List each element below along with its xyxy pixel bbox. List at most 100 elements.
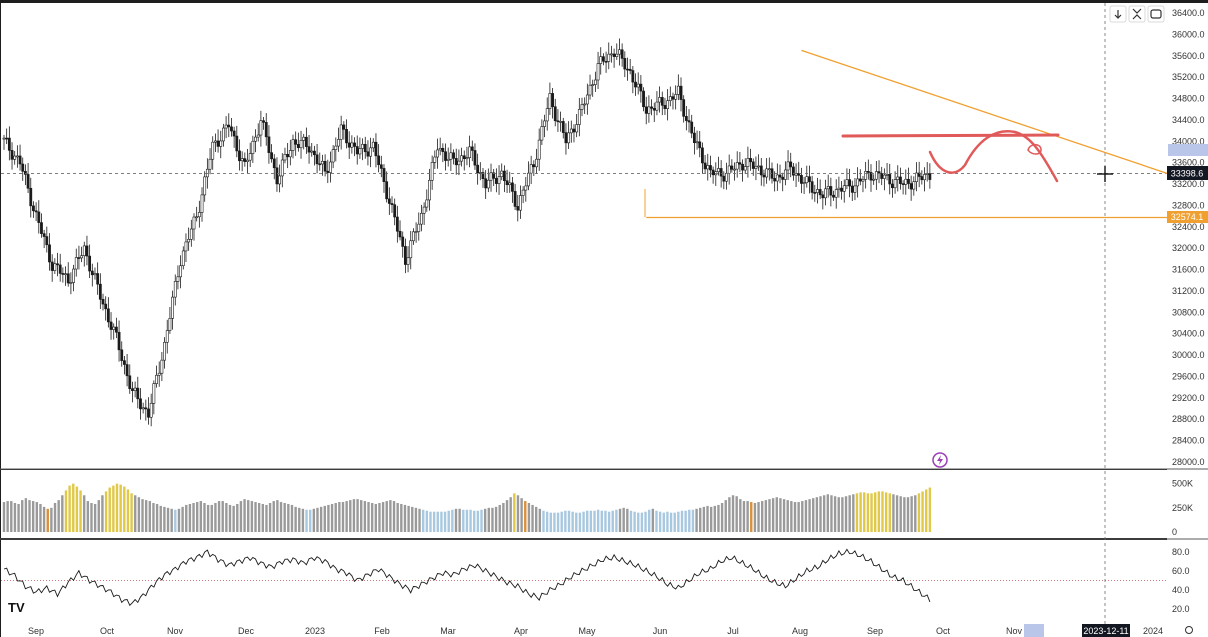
collapse-icon[interactable] xyxy=(1128,5,1146,23)
volume-bar xyxy=(735,496,738,532)
candle-body xyxy=(810,181,814,193)
candle-body xyxy=(58,264,62,274)
candle-body xyxy=(331,149,335,163)
candle-body xyxy=(703,162,707,170)
volume-bar xyxy=(720,503,724,532)
candle-body xyxy=(131,388,134,391)
time-axis[interactable] xyxy=(1,624,1208,637)
candle-body xyxy=(149,402,153,418)
candle-body xyxy=(882,174,886,179)
candle-body xyxy=(660,97,664,106)
candle-body xyxy=(602,56,605,62)
candle-body xyxy=(655,101,659,111)
price-tick-label: 31600.0 xyxy=(1172,265,1205,275)
price-tick-label: 34000.0 xyxy=(1172,136,1205,146)
refresh-icon[interactable] xyxy=(1147,5,1165,23)
candle-body xyxy=(441,147,445,153)
candle-body xyxy=(371,141,375,149)
candle-body xyxy=(13,155,17,160)
volume-bar xyxy=(925,489,928,532)
candle-body xyxy=(433,156,437,163)
candle-body xyxy=(409,240,413,259)
volume-bar xyxy=(411,506,414,532)
candle-body xyxy=(791,166,795,176)
candle-body xyxy=(711,169,715,176)
volume-bar xyxy=(10,501,13,532)
volume-bar xyxy=(589,510,593,532)
candle-body xyxy=(596,63,600,81)
support-price-badge: 32574.1 xyxy=(1167,211,1208,223)
candle-body xyxy=(735,162,739,170)
time-tick-label: 2023 xyxy=(305,626,325,636)
volume-bar xyxy=(524,501,527,532)
candle-body xyxy=(738,162,742,165)
volume-bar xyxy=(633,511,636,532)
candle-body xyxy=(837,187,841,190)
volume-bar xyxy=(185,504,188,532)
candle-body xyxy=(682,99,686,117)
candle-body xyxy=(564,132,568,144)
volume-bar xyxy=(163,506,166,532)
volume-bar xyxy=(327,504,330,532)
candle-body xyxy=(125,364,129,377)
freehand-projection-stroke[interactable] xyxy=(928,130,1059,183)
volume-bar xyxy=(90,503,93,532)
time-tick-label: Sep xyxy=(867,626,883,636)
candle-body xyxy=(382,168,386,182)
candle-body xyxy=(339,124,343,140)
volume-bar xyxy=(516,495,520,532)
volume-bar xyxy=(921,491,924,532)
volume-bar xyxy=(97,500,100,532)
candle-body xyxy=(634,81,637,88)
volume-bar xyxy=(702,506,706,532)
candle-body xyxy=(674,94,678,100)
volume-bar xyxy=(370,503,374,532)
candle-body xyxy=(537,139,541,160)
volume-bar xyxy=(86,501,90,532)
settings-gear-icon[interactable] xyxy=(1185,626,1193,634)
candle-body xyxy=(684,116,688,121)
candle-body xyxy=(50,261,54,271)
candle-body xyxy=(37,211,41,223)
candle-body xyxy=(923,174,926,181)
price-tick-label: 34800.0 xyxy=(1172,94,1205,104)
volume-bar xyxy=(476,510,480,532)
volume-bar xyxy=(396,503,399,532)
candle-body xyxy=(888,174,892,185)
candle-body xyxy=(109,321,113,330)
candle-body xyxy=(583,103,587,106)
freehand-loop-stroke[interactable] xyxy=(1027,143,1042,155)
descending-trendline[interactable] xyxy=(801,49,1168,174)
candle-body xyxy=(412,231,415,242)
candle-body xyxy=(899,176,902,184)
candle-body xyxy=(824,188,827,199)
candle-body xyxy=(917,172,921,177)
candle-body xyxy=(553,106,557,122)
candle-body xyxy=(323,160,327,172)
price-pane[interactable] xyxy=(1,3,1167,469)
candle-body xyxy=(403,246,407,265)
volume-bar xyxy=(13,503,17,532)
support-price-badge-text: 32574.1 xyxy=(1171,212,1204,222)
candle-body xyxy=(345,129,348,144)
volume-bar xyxy=(254,502,257,532)
volume-bar xyxy=(852,494,855,532)
volume-bar xyxy=(290,504,294,532)
volume-bar xyxy=(356,499,359,532)
price-axis[interactable] xyxy=(1167,3,1208,624)
price-tick-label: 35200.0 xyxy=(1172,72,1205,82)
lightning-icon[interactable] xyxy=(932,452,948,468)
volume-bar xyxy=(859,492,862,532)
rsi-pane[interactable] xyxy=(1,540,1167,624)
arrow-down-icon[interactable] xyxy=(1109,5,1127,23)
volume-bar xyxy=(713,505,717,532)
candlestick-series xyxy=(2,38,932,427)
candle-body xyxy=(642,90,645,108)
volume-bar xyxy=(873,492,877,532)
volume-bar xyxy=(39,503,42,532)
volume-bar xyxy=(159,505,162,532)
price-tick-label: 30000.0 xyxy=(1172,350,1205,360)
volume-bar xyxy=(195,502,199,532)
volume-bar xyxy=(68,485,71,532)
